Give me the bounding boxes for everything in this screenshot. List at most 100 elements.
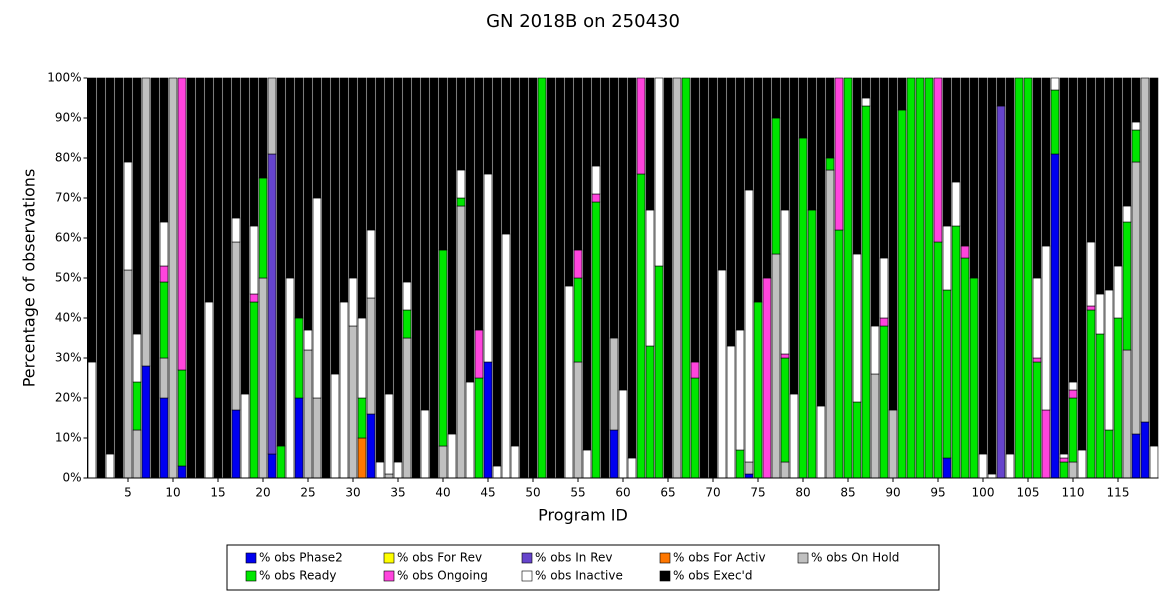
bar-segment (1041, 77, 1051, 247)
bar-segment (294, 77, 304, 319)
x-tick-label: 30 (345, 486, 360, 500)
y-tick-label: 30% (55, 351, 82, 365)
bar-segment (690, 77, 700, 363)
bar-segment (1041, 245, 1051, 411)
bar-segment (1041, 409, 1051, 479)
x-tick-label: 70 (705, 486, 720, 500)
bar-segment (339, 301, 349, 479)
bar-segment (771, 253, 781, 479)
bar-segment (1095, 293, 1105, 335)
bar-segment (699, 77, 709, 479)
bar-segment (1032, 357, 1042, 363)
bar-segment (816, 405, 826, 479)
bar-segment (177, 369, 187, 467)
bar-segment (249, 293, 259, 303)
bar-segment (366, 413, 376, 479)
x-tick-label: 85 (840, 486, 855, 500)
bar-segment (1113, 265, 1123, 319)
bar-segment (591, 193, 601, 203)
bar-segment (483, 173, 493, 363)
bar-segment (312, 397, 322, 479)
bar-segment (465, 77, 475, 383)
bar-segment (312, 197, 322, 399)
bar-segment (690, 377, 700, 479)
bar-segment (456, 77, 466, 171)
bar-segment (600, 77, 610, 479)
bar-segment (654, 77, 664, 267)
bar-segment (870, 325, 880, 375)
bar-segment (897, 77, 907, 111)
bar-segment (807, 209, 817, 479)
bar-segment (789, 77, 799, 395)
bar-segment (852, 401, 862, 479)
y-tick-label: 100% (47, 71, 81, 85)
bar-segment (951, 225, 961, 479)
bar-segment (888, 77, 898, 411)
bar-segment (897, 109, 907, 479)
bar-segment (1068, 397, 1078, 463)
bar-segment (1122, 349, 1132, 479)
bar-segment (987, 77, 997, 475)
bar-segment (231, 409, 241, 479)
bar-segment (1140, 77, 1150, 423)
bar-segment (132, 77, 142, 335)
bar-segment (573, 277, 583, 363)
bar-segment (204, 77, 214, 303)
bar-segment (276, 77, 286, 447)
bar-segment (150, 77, 160, 479)
bar-segment (915, 77, 925, 479)
x-axis-label: Program ID (538, 506, 628, 525)
bar-segment (141, 365, 151, 479)
bar-segment (1122, 205, 1132, 223)
bar-segment (789, 393, 799, 479)
bar-segment (573, 361, 583, 479)
bar-segment (96, 77, 106, 479)
x-tick-label: 25 (300, 486, 315, 500)
bar-segment (1059, 77, 1069, 455)
bar-segment (870, 77, 880, 327)
bar-segment (1086, 77, 1096, 243)
x-tick-label: 105 (1017, 486, 1040, 500)
bar-segment (384, 77, 394, 395)
legend-label: % obs For Activ (673, 551, 766, 565)
bar-segment (123, 161, 133, 271)
bar-segment (186, 77, 196, 479)
bar-segment (771, 77, 781, 119)
bar-segment (141, 77, 151, 367)
bar-segment (1086, 309, 1096, 479)
bar-segment (1005, 453, 1015, 479)
bar-segment (285, 277, 295, 479)
bar-segment (159, 77, 169, 223)
bar-segment (348, 325, 358, 479)
bar-segment (825, 157, 835, 171)
bar-segment (303, 349, 313, 479)
bar-segment (744, 473, 754, 479)
bar-segment (159, 357, 169, 399)
bar-segment (528, 77, 538, 479)
bar-segment (339, 77, 349, 303)
x-tick-label: 65 (660, 486, 675, 500)
bar-segment (672, 77, 682, 479)
bar-segment (285, 77, 295, 279)
legend-swatch (383, 552, 395, 564)
bar-segment (942, 457, 952, 479)
bar-segment (258, 177, 268, 279)
bar-segment (240, 393, 250, 479)
bar-segment (249, 225, 259, 295)
bar-segment (780, 209, 790, 355)
x-tick-label: 75 (750, 486, 765, 500)
bar-segment (816, 77, 826, 407)
bar-segment (114, 77, 124, 479)
bar-segment (807, 77, 817, 211)
bar-segment (276, 445, 286, 479)
x-tick-label: 115 (1107, 486, 1130, 500)
bar-segment (960, 257, 970, 479)
bar-segment (375, 461, 385, 479)
bar-segment (735, 329, 745, 451)
bar-segment (825, 169, 835, 479)
bar-segment (627, 457, 637, 479)
bar-segment (492, 465, 502, 479)
bar-segment (393, 77, 403, 463)
